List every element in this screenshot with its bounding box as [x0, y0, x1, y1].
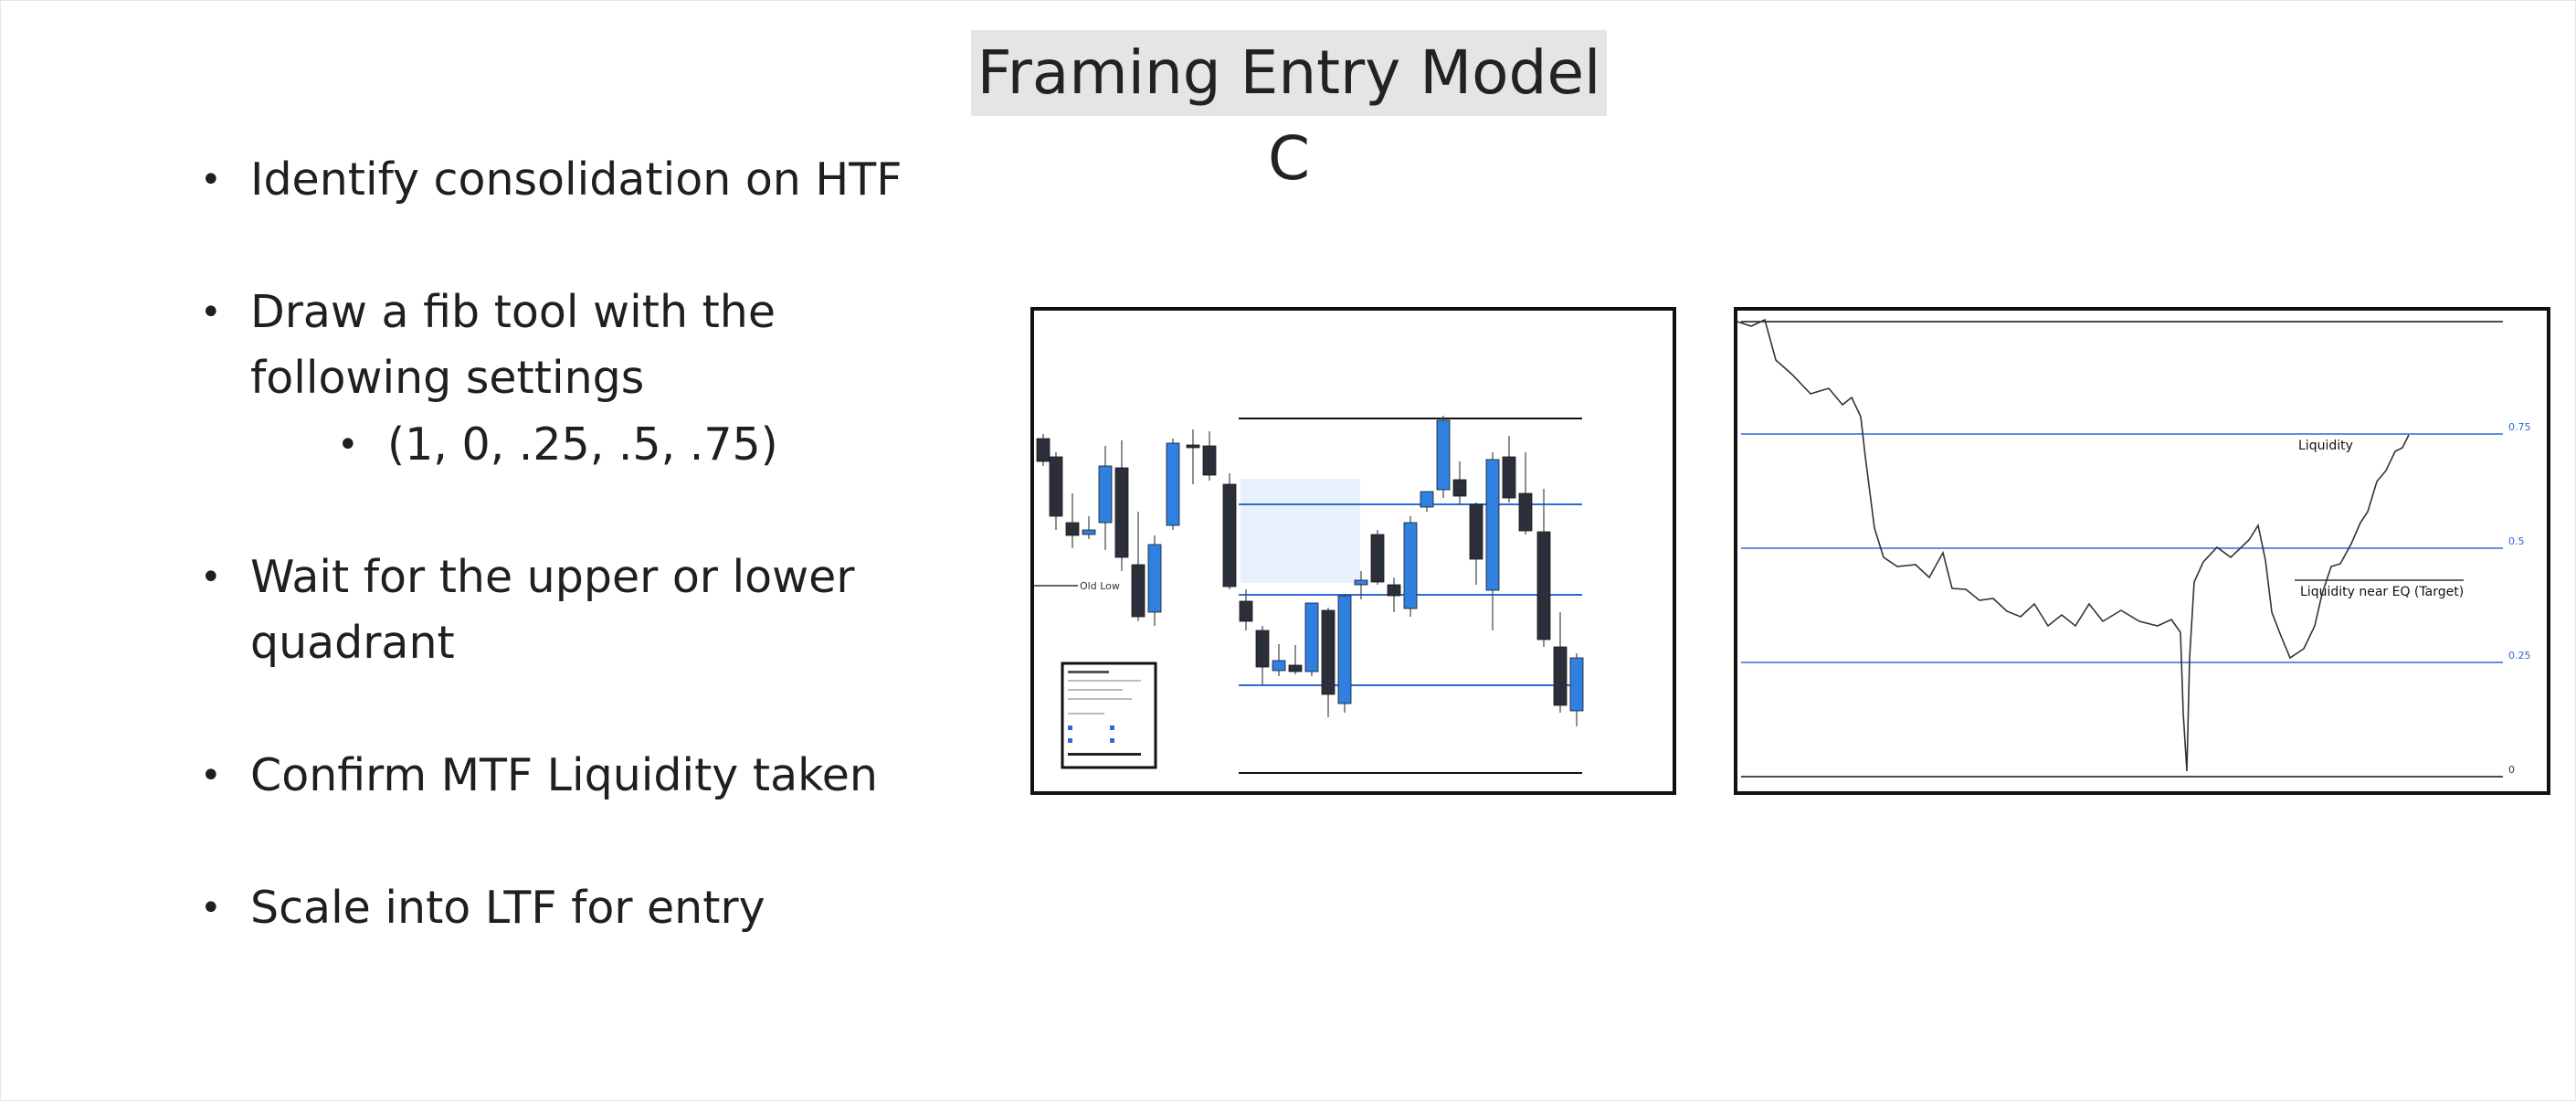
settings-panel-footer: [1068, 753, 1141, 756]
candle-bearish: [1502, 456, 1516, 499]
settings-panel-checkbox: [1110, 725, 1114, 730]
candle-bullish: [1436, 419, 1451, 491]
settings-panel-title: [1068, 671, 1109, 673]
candle-bullish: [1485, 459, 1500, 591]
candle-bearish: [1553, 646, 1568, 706]
candle-bearish: [1036, 438, 1050, 462]
fib-line-chart-svg: 0.75 0.5 0.25 0 Liquidity Liquidity near…: [1737, 318, 2531, 778]
candle-bullish: [1272, 660, 1286, 672]
bullet-text: Scale into LTF for entry: [250, 882, 765, 934]
candle-bearish: [1370, 534, 1385, 583]
candle-bearish: [1049, 456, 1063, 517]
candle-bullish: [1337, 595, 1352, 704]
old-low-label: Old Low: [1080, 580, 1120, 592]
candle-bullish: [1098, 465, 1113, 524]
candle-bearish: [1321, 609, 1336, 695]
candle-bearish: [1518, 492, 1533, 532]
settings-panel-checkbox: [1068, 725, 1072, 730]
settings-panel-row: [1068, 713, 1104, 715]
bullet-marker: •: [200, 159, 222, 201]
candle-bearish: [1131, 564, 1145, 618]
fib-label-075: 0.75: [2508, 421, 2531, 433]
settings-panel-row: [1068, 680, 1141, 682]
candles-group: [1036, 416, 1584, 726]
bullet-marker: •: [337, 424, 359, 466]
candle-bearish: [1452, 479, 1467, 497]
candle-bearish: [1288, 664, 1303, 672]
bullet-text: quadrant: [250, 617, 455, 669]
bullet-marker: •: [200, 291, 222, 333]
candle-bearish: [1114, 467, 1129, 558]
bullet-marker: •: [200, 755, 222, 797]
settings-panel-row: [1068, 698, 1132, 700]
settings-panel-checkbox: [1068, 738, 1072, 743]
liquidity-label: Liquidity: [2298, 439, 2353, 453]
candle-bullish: [1166, 442, 1180, 526]
candle-bullish: [1354, 579, 1368, 586]
candlestick-chart-svg: Old Low: [1034, 416, 1584, 774]
candle-bullish: [1569, 657, 1584, 712]
candle-bearish: [1202, 445, 1217, 476]
candlestick-chart-image: Old Low: [1030, 307, 1676, 795]
candle-bullish: [1147, 544, 1162, 613]
fib-label-025: 0.25: [2508, 650, 2531, 662]
price-line: [1737, 318, 2410, 772]
fib-label-05: 0.5: [2508, 535, 2525, 547]
candle-bearish: [1387, 584, 1401, 597]
settings-thumbnail: [1061, 662, 1157, 769]
candle-bearish: [1536, 531, 1551, 640]
bullet-marker: •: [200, 887, 222, 929]
bullet-text: Wait for the upper or lower: [250, 551, 855, 603]
candle-bullish: [1403, 522, 1418, 609]
candle-bearish: [1222, 483, 1237, 588]
candle-bullish: [1082, 529, 1096, 535]
candle-bearish: [1065, 522, 1080, 536]
fib-label-0: 0: [2508, 764, 2515, 776]
candle-bearish: [1186, 444, 1200, 449]
candle-bullish: [1304, 602, 1319, 672]
bullet-text: (1, 0, .25, .5, .75): [387, 418, 778, 471]
candle-bearish: [1469, 503, 1483, 560]
candle-bearish: [1239, 600, 1253, 622]
candle-bearish: [1255, 630, 1270, 668]
bullet-text: Draw a fib tool with the: [250, 286, 776, 338]
consolidation-zone: [1240, 479, 1360, 583]
candle-bullish: [1420, 491, 1434, 508]
bullet-text: following settings: [250, 352, 645, 404]
bullet-text: Identify consolidation on HTF: [250, 154, 903, 206]
bullet-marker: •: [200, 556, 222, 598]
eq-target-label: Liquidity near EQ (Target): [2300, 585, 2464, 599]
settings-panel-frame: [1061, 662, 1157, 769]
settings-panel-checkbox: [1110, 738, 1114, 743]
fib-line-chart-image: 0.75 0.5 0.25 0 Liquidity Liquidity near…: [1734, 307, 2550, 795]
bullet-text: Confirm MTF Liquidity taken: [250, 749, 878, 801]
settings-panel-row: [1068, 689, 1123, 691]
slide-title: Framing Entry Model C: [971, 30, 1607, 194]
